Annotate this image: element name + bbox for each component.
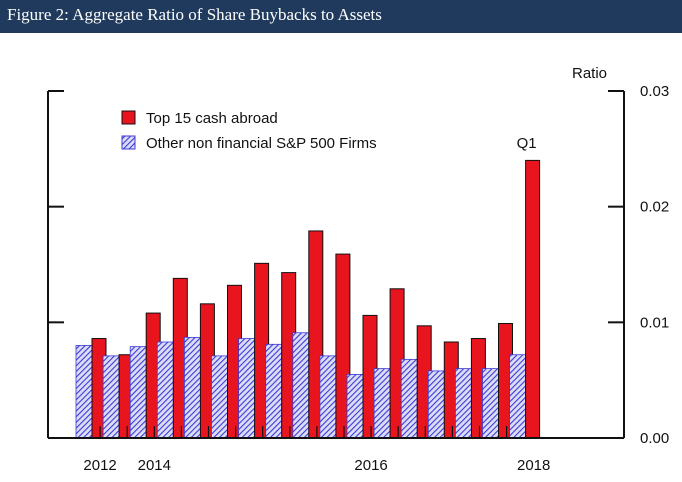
x-tick-label-2018: 2018 <box>517 457 550 474</box>
legend-swatch-others <box>121 135 136 150</box>
bar-others-8 <box>265 343 283 439</box>
legend-swatch-top15 <box>121 110 136 125</box>
bar-others-13 <box>400 358 418 439</box>
figure-title: Figure 2: Aggregate Ratio of Share Buyba… <box>7 5 382 24</box>
bar-others-9 <box>292 332 310 439</box>
bar-others-14 <box>427 370 445 439</box>
y-axis-label: Ratio <box>572 65 607 82</box>
x-tick-label-2016: 2016 <box>354 457 387 474</box>
bar-others-5 <box>183 336 201 439</box>
legend-label-others: Other non financial S&P 500 Firms <box>146 135 377 152</box>
bars-layer <box>75 159 541 439</box>
legend: Top 15 cash abroad Other non financial S… <box>121 110 377 152</box>
annotation-q1: Q1 <box>517 135 537 152</box>
bar-others-3 <box>129 346 147 439</box>
y-tick-label-3: 0.03 <box>640 83 669 100</box>
bar-others-12 <box>373 368 391 439</box>
axes-layer: 0.00 0.01 0.02 0.03 2012 2014 2016 2018 <box>47 83 669 474</box>
bar-others-2 <box>102 355 120 439</box>
y-tick-label-1: 0.01 <box>640 314 669 331</box>
bar-others-1 <box>75 345 93 439</box>
bar-others-10 <box>319 355 337 439</box>
bar-top15-17 <box>525 159 541 439</box>
x-tick-label-2014: 2014 <box>138 457 171 474</box>
bar-others-6 <box>211 355 228 439</box>
bar-others-7 <box>238 338 256 439</box>
bar-others-16 <box>482 368 499 439</box>
bar-others-11 <box>346 373 364 439</box>
x-tick-label-2012: 2012 <box>83 457 116 474</box>
y-tick-label-0: 0.00 <box>640 430 669 447</box>
title-bar: Figure 2: Aggregate Ratio of Share Buyba… <box>0 0 682 33</box>
bar-others-4 <box>156 341 174 439</box>
bar-others-15 <box>454 368 472 439</box>
y-tick-label-2: 0.02 <box>640 199 669 216</box>
bar-others-17 <box>509 354 527 439</box>
legend-label-top15: Top 15 cash abroad <box>146 110 278 127</box>
